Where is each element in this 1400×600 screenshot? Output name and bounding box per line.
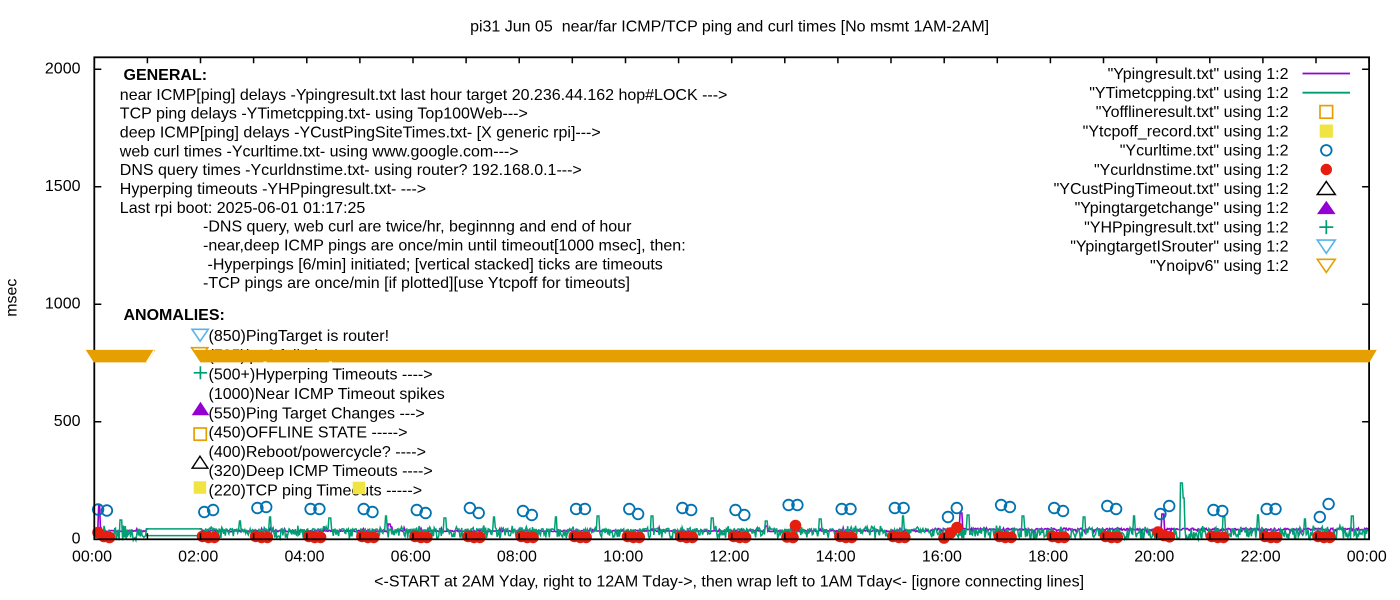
svg-text:"Ypingtargetchange" using 1:2: "Ypingtargetchange" using 1:2 xyxy=(1075,200,1289,217)
svg-text:500: 500 xyxy=(54,413,81,430)
svg-text:Hyperping timeouts -YHPpingres: Hyperping timeouts -YHPpingresult.txt- -… xyxy=(120,181,426,198)
svg-text:"YCustPingTimeout.txt" using 1: "YCustPingTimeout.txt" using 1:2 xyxy=(1054,181,1289,198)
svg-text:"Ycurldnstime.txt" using 1:2: "Ycurldnstime.txt" using 1:2 xyxy=(1094,162,1289,179)
svg-text:ANOMALIES:: ANOMALIES: xyxy=(124,307,225,324)
svg-text:<-START at 2AM Yday, right to: <-START at 2AM Yday, right to 12AM Tday-… xyxy=(374,574,1084,591)
svg-text:22:00: 22:00 xyxy=(1241,549,1281,566)
svg-text:(1000)Near ICMP Timeout spikes: (1000)Near ICMP Timeout spikes xyxy=(209,386,445,403)
svg-text:02:00: 02:00 xyxy=(178,549,218,566)
svg-text:1000: 1000 xyxy=(45,296,81,313)
svg-text:2000: 2000 xyxy=(45,61,81,78)
svg-text:14:00: 14:00 xyxy=(816,549,856,566)
svg-text:00:00: 00:00 xyxy=(72,549,112,566)
svg-text:"YpingtargetISrouter" using 1:: "YpingtargetISrouter" using 1:2 xyxy=(1070,239,1288,256)
svg-text:20:00: 20:00 xyxy=(1134,549,1174,566)
svg-text:(450)OFFLINE STATE ----->: (450)OFFLINE STATE -----> xyxy=(209,425,408,442)
svg-text:16:00: 16:00 xyxy=(922,549,962,566)
svg-text:"Ycurltime.txt" using 1:2: "Ycurltime.txt" using 1:2 xyxy=(1120,143,1289,160)
svg-text:(400)Reboot/powercycle? ---->: (400)Reboot/powercycle? ----> xyxy=(209,444,426,461)
svg-text:08:00: 08:00 xyxy=(497,549,537,566)
svg-text:-Hyperpings [6/min] initiated;: -Hyperpings [6/min] initiated; [vertical… xyxy=(208,256,663,273)
svg-text:-TCP pings are once/min [if pl: -TCP pings are once/min [if plotted][use… xyxy=(203,275,630,292)
svg-text:06:00: 06:00 xyxy=(391,549,431,566)
svg-text:(550)Ping Target Changes --->: (550)Ping Target Changes ---> xyxy=(209,405,425,422)
svg-text:near ICMP[ping] delays -Ypingr: near ICMP[ping] delays -Ypingresult.txt … xyxy=(120,87,728,104)
svg-text:"YTimetcpping.txt" using 1:2: "YTimetcpping.txt" using 1:2 xyxy=(1089,85,1288,102)
svg-text:pi31 Jun 05 near/far ICMP/TCP: pi31 Jun 05 near/far ICMP/TCP ping and c… xyxy=(470,19,989,36)
svg-text:12:00: 12:00 xyxy=(709,549,749,566)
svg-text:(220)TCP ping Timeouts ----->: (220)TCP ping Timeouts -----> xyxy=(209,483,423,500)
svg-text:"Ynoipv6" using 1:2: "Ynoipv6" using 1:2 xyxy=(1150,258,1289,275)
svg-text:"YHPpingresult.txt" using 1:2: "YHPpingresult.txt" using 1:2 xyxy=(1084,219,1288,236)
svg-text:-near,deep ICMP pings are once: -near,deep ICMP pings are once/min until… xyxy=(203,237,686,254)
svg-text:10:00: 10:00 xyxy=(603,549,643,566)
svg-text:Last rpi boot: 2025-06-01 01:1: Last rpi boot: 2025-06-01 01:17:25 xyxy=(120,200,366,217)
svg-text:18:00: 18:00 xyxy=(1028,549,1068,566)
svg-text:GENERAL:: GENERAL: xyxy=(124,67,208,84)
svg-text:"Ytcpoff_record.txt" using 1:2: "Ytcpoff_record.txt" using 1:2 xyxy=(1083,123,1289,140)
svg-text:(320)Deep ICMP Timeouts ---->: (320)Deep ICMP Timeouts ----> xyxy=(209,463,433,480)
svg-text:deep ICMP[ping] delays -YCustP: deep ICMP[ping] delays -YCustPingSiteTim… xyxy=(120,125,601,142)
svg-text:msec: msec xyxy=(4,279,21,317)
svg-text:-DNS query, web curl are twice: -DNS query, web curl are twice/hr, begin… xyxy=(203,219,632,236)
svg-text:"Yofflineresult.txt" using 1:2: "Yofflineresult.txt" using 1:2 xyxy=(1096,104,1289,121)
svg-text:(850)PingTarget is router!: (850)PingTarget is router! xyxy=(209,328,390,345)
svg-text:TCP ping delays -YTimetcpping.: TCP ping delays -YTimetcpping.txt- using… xyxy=(120,106,528,123)
svg-text:1500: 1500 xyxy=(45,178,81,195)
svg-text:04:00: 04:00 xyxy=(284,549,324,566)
svg-text:DNS query times -Ycurldnstime.: DNS query times -Ycurldnstime.txt- using… xyxy=(120,162,582,179)
svg-text:web curl times -Ycurltime.txt-: web curl times -Ycurltime.txt- using www… xyxy=(119,143,519,160)
svg-text:"Ypingresult.txt" using 1:2: "Ypingresult.txt" using 1:2 xyxy=(1108,66,1289,83)
svg-text:0: 0 xyxy=(72,531,81,548)
svg-text:(500+)Hyperping Timeouts ---->: (500+)Hyperping Timeouts ----> xyxy=(209,367,433,384)
svg-text:00:00: 00:00 xyxy=(1347,549,1387,566)
